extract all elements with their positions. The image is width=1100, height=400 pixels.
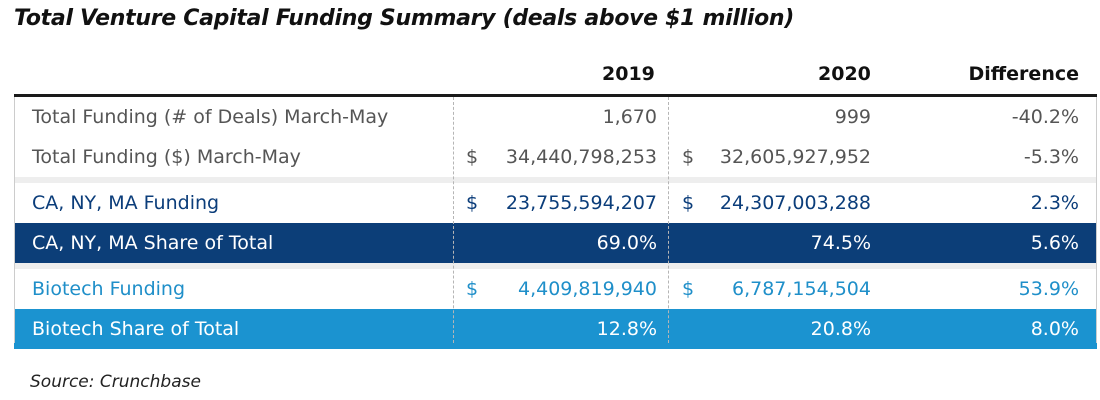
funding-table: 2019 2020 Difference Total Funding (# of… xyxy=(14,56,1097,349)
value-difference: 2.3% xyxy=(1030,192,1079,214)
table-header: 2019 2020 Difference xyxy=(14,56,1097,97)
value-2020: 6,787,154,504 xyxy=(731,278,871,300)
row-label: CA, NY, MA Funding xyxy=(32,192,220,214)
value-difference: -40.2% xyxy=(1011,106,1079,128)
table-row: Total Funding ($) March-May $34,440,798,2… xyxy=(14,137,1097,177)
row-label: Total Funding (# of Deals) March-May xyxy=(32,106,389,128)
value-difference: 53.9% xyxy=(1018,278,1079,300)
header-2019: 2019 xyxy=(602,63,655,85)
currency-2020: $ xyxy=(682,146,695,168)
value-2020: 999 xyxy=(834,106,871,128)
row-label: CA, NY, MA Share of Total xyxy=(32,232,274,254)
value-2019: 12.8% xyxy=(596,318,657,340)
value-difference: 8.0% xyxy=(1030,318,1079,340)
value-2019: 1,670 xyxy=(602,106,657,128)
value-2020: 32,605,927,952 xyxy=(719,146,871,168)
value-2019: 34,440,798,253 xyxy=(505,146,657,168)
currency-2020: $ xyxy=(682,278,695,300)
value-2020: 20.8% xyxy=(810,318,871,340)
value-2020: 74.5% xyxy=(810,232,871,254)
value-difference: -5.3% xyxy=(1023,146,1079,168)
table-row: Biotech Share of Total 12.8% 20.8% 8.0% xyxy=(14,309,1097,349)
header-2020: 2020 xyxy=(818,63,871,85)
currency-2019: $ xyxy=(466,192,479,214)
currency-2020: $ xyxy=(682,192,695,214)
source-note: Source: Crunchbase xyxy=(30,372,201,392)
row-group-separator xyxy=(14,263,1097,269)
chart-title: Total Venture Capital Funding Summary (d… xyxy=(14,6,795,31)
currency-2019: $ xyxy=(466,278,479,300)
row-label: Biotech Share of Total xyxy=(32,318,240,340)
row-label: Total Funding ($) March-May xyxy=(32,146,301,168)
table-row: Total Funding (# of Deals) March-May 1,67… xyxy=(14,97,1097,137)
value-difference: 5.6% xyxy=(1030,232,1079,254)
row-group-separator xyxy=(14,177,1097,183)
value-2019: 69.0% xyxy=(596,232,657,254)
value-2020: 24,307,003,288 xyxy=(719,192,871,214)
row-label: Biotech Funding xyxy=(32,278,186,300)
table-row: CA, NY, MA Funding $23,755,594,207 $24,307… xyxy=(14,183,1097,223)
value-2019: 23,755,594,207 xyxy=(505,192,657,214)
currency-2019: $ xyxy=(466,146,479,168)
header-difference: Difference xyxy=(968,63,1080,85)
table-body: Total Funding (# of Deals) March-May 1,67… xyxy=(14,97,1097,349)
table-row: CA, NY, MA Share of Total 69.0% 74.5% 5.6% xyxy=(14,223,1097,263)
value-2019: 4,409,819,940 xyxy=(517,278,657,300)
table-row: Biotech Funding $4,409,819,940 $6,787,154,… xyxy=(14,269,1097,309)
